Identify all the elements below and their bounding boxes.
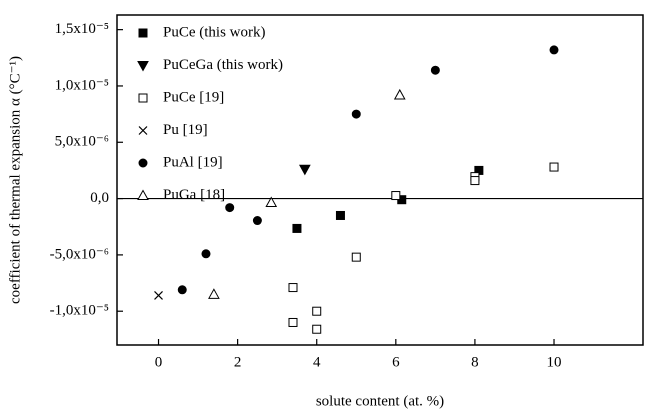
marker	[470, 176, 480, 186]
legend-label: PuCeGa (this work)	[163, 57, 283, 73]
legend-marker	[137, 61, 149, 72]
marker	[208, 288, 220, 299]
marker	[225, 203, 235, 213]
legend-marker	[138, 93, 148, 103]
y-tick-label: 1,5x10⁻⁵	[55, 21, 109, 37]
marker	[299, 164, 311, 176]
marker	[154, 291, 163, 300]
marker	[252, 216, 262, 226]
marker	[351, 252, 361, 262]
marker	[391, 191, 401, 201]
legend-marker	[138, 28, 148, 38]
legend-marker	[137, 189, 149, 200]
marker	[393, 88, 406, 100]
x-axis-label: solute content (at. %)	[316, 393, 444, 409]
legend-label: PuAl [19]	[163, 154, 223, 170]
legend-label: PuCe (this work)	[163, 24, 266, 40]
marker	[351, 109, 361, 119]
x-tick-label: 2	[234, 354, 242, 370]
y-axis-label: coefficient of thermal expansion α (°C⁻¹…	[7, 56, 23, 304]
legend-label: Pu [19]	[163, 122, 208, 138]
x-tick-label: 6	[392, 354, 400, 370]
y-tick-label: -5,0x10⁻⁶	[50, 246, 109, 262]
x-tick-label: 10	[547, 354, 562, 370]
y-tick-label: -1,0x10⁻⁵	[50, 303, 109, 319]
marker	[177, 285, 187, 295]
plot-frame	[116, 14, 644, 346]
marker	[288, 283, 298, 293]
legend-marker	[138, 158, 148, 168]
marker	[312, 306, 322, 316]
marker	[288, 317, 298, 327]
legend-label: PuGa [18]	[163, 187, 225, 203]
x-tick-label: 0	[155, 354, 163, 370]
x-tick-label: 8	[471, 354, 479, 370]
y-tick-label: 5,0x10⁻⁶	[55, 134, 109, 150]
legend-label: PuCe [19]	[163, 89, 224, 105]
marker	[201, 249, 211, 259]
y-tick-label: 1,0x10⁻⁵	[55, 77, 109, 93]
marker	[335, 210, 345, 220]
marker	[265, 196, 278, 208]
marker	[549, 45, 559, 55]
marker	[312, 324, 322, 334]
marker	[430, 65, 440, 75]
x-tick-label: 4	[313, 354, 321, 370]
marker	[292, 223, 302, 233]
y-tick-label: 0,0	[90, 190, 109, 206]
legend-marker	[138, 126, 148, 135]
marker	[549, 162, 559, 172]
